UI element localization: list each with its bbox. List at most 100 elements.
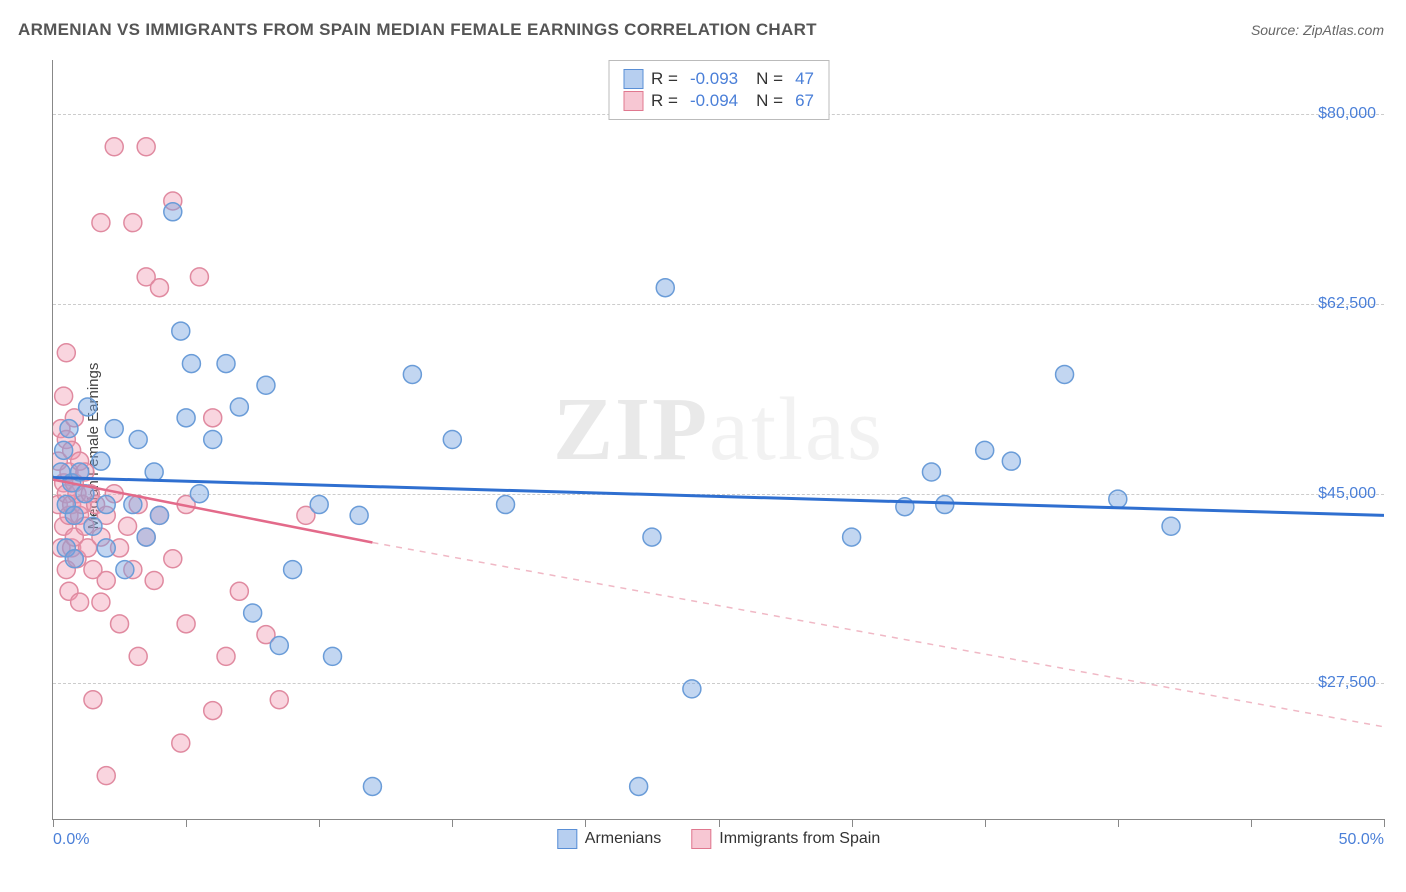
data-point-pink — [97, 767, 115, 785]
data-point-blue — [643, 528, 661, 546]
data-point-blue — [60, 420, 78, 438]
data-point-blue — [1002, 452, 1020, 470]
data-point-pink — [230, 582, 248, 600]
data-point-blue — [92, 452, 110, 470]
legend-n-value: 47 — [795, 69, 814, 89]
data-point-pink — [105, 138, 123, 156]
data-point-pink — [137, 138, 155, 156]
legend-n-value: 67 — [795, 91, 814, 111]
data-point-blue — [1109, 490, 1127, 508]
data-point-blue — [105, 420, 123, 438]
data-point-pink — [124, 214, 142, 232]
x-tick — [452, 819, 453, 827]
regression-line-blue — [53, 477, 1384, 515]
data-point-pink — [111, 615, 129, 633]
data-point-blue — [97, 539, 115, 557]
data-point-blue — [244, 604, 262, 622]
data-point-pink — [164, 550, 182, 568]
legend-series: Armenians Immigrants from Spain — [557, 829, 880, 849]
legend-swatch — [623, 69, 643, 89]
data-point-blue — [284, 561, 302, 579]
x-max-label: 50.0% — [1339, 831, 1384, 849]
legend-series-item: Immigrants from Spain — [691, 829, 880, 849]
x-tick — [1384, 819, 1385, 827]
x-tick — [1118, 819, 1119, 827]
data-point-blue — [190, 485, 208, 503]
legend-series-item: Armenians — [557, 829, 661, 849]
data-point-blue — [124, 496, 142, 514]
x-tick — [1251, 819, 1252, 827]
data-point-blue — [217, 355, 235, 373]
data-point-pink — [270, 691, 288, 709]
data-point-blue — [350, 506, 368, 524]
legend-stats: R = -0.093 N = 47 R = -0.094 N = 67 — [608, 60, 829, 120]
data-point-pink — [172, 734, 190, 752]
legend-n-label: N = — [756, 69, 783, 89]
data-point-pink — [204, 702, 222, 720]
data-point-blue — [683, 680, 701, 698]
data-point-blue — [497, 496, 515, 514]
data-point-pink — [119, 517, 137, 535]
data-point-blue — [270, 637, 288, 655]
data-point-blue — [182, 355, 200, 373]
data-point-blue — [1056, 365, 1074, 383]
source-attribution: Source: ZipAtlas.com — [1251, 22, 1384, 38]
data-point-pink — [57, 344, 75, 362]
legend-r-label: R = — [651, 91, 678, 111]
data-point-blue — [55, 441, 73, 459]
x-tick — [852, 819, 853, 827]
legend-n-label: N = — [756, 91, 783, 111]
chart-title: ARMENIAN VS IMMIGRANTS FROM SPAIN MEDIAN… — [18, 20, 817, 40]
data-point-blue — [79, 398, 97, 416]
data-point-pink — [92, 214, 110, 232]
data-point-pink — [217, 647, 235, 665]
data-point-blue — [65, 506, 83, 524]
data-point-blue — [922, 463, 940, 481]
data-point-blue — [656, 279, 674, 297]
legend-stats-row: R = -0.093 N = 47 — [623, 69, 814, 89]
data-point-blue — [310, 496, 328, 514]
data-point-pink — [71, 593, 89, 611]
data-point-pink — [129, 647, 147, 665]
legend-stats-row: R = -0.094 N = 67 — [623, 91, 814, 111]
legend-r-value: -0.094 — [690, 91, 738, 111]
data-point-pink — [190, 268, 208, 286]
data-point-blue — [84, 517, 102, 535]
data-point-blue — [230, 398, 248, 416]
data-point-blue — [204, 431, 222, 449]
data-point-pink — [177, 615, 195, 633]
data-point-blue — [324, 647, 342, 665]
legend-swatch — [691, 829, 711, 849]
data-point-blue — [443, 431, 461, 449]
x-tick — [186, 819, 187, 827]
plot-svg — [53, 60, 1384, 819]
data-point-pink — [84, 691, 102, 709]
data-point-blue — [843, 528, 861, 546]
data-point-blue — [936, 496, 954, 514]
legend-series-label: Armenians — [585, 830, 661, 848]
legend-swatch — [623, 91, 643, 111]
legend-r-label: R = — [651, 69, 678, 89]
data-point-blue — [177, 409, 195, 427]
data-point-pink — [204, 409, 222, 427]
data-point-pink — [97, 571, 115, 589]
x-tick — [719, 819, 720, 827]
legend-swatch — [557, 829, 577, 849]
data-point-blue — [403, 365, 421, 383]
data-point-pink — [145, 571, 163, 589]
data-point-blue — [65, 550, 83, 568]
x-tick — [319, 819, 320, 827]
data-point-blue — [363, 777, 381, 795]
data-point-blue — [1162, 517, 1180, 535]
x-tick — [985, 819, 986, 827]
legend-r-value: -0.093 — [690, 69, 738, 89]
data-point-blue — [137, 528, 155, 546]
data-point-blue — [172, 322, 190, 340]
x-tick — [53, 819, 54, 827]
data-point-pink — [55, 387, 73, 405]
data-point-blue — [129, 431, 147, 449]
data-point-blue — [164, 203, 182, 221]
data-point-blue — [116, 561, 134, 579]
data-point-blue — [145, 463, 163, 481]
legend-series-label: Immigrants from Spain — [719, 830, 880, 848]
